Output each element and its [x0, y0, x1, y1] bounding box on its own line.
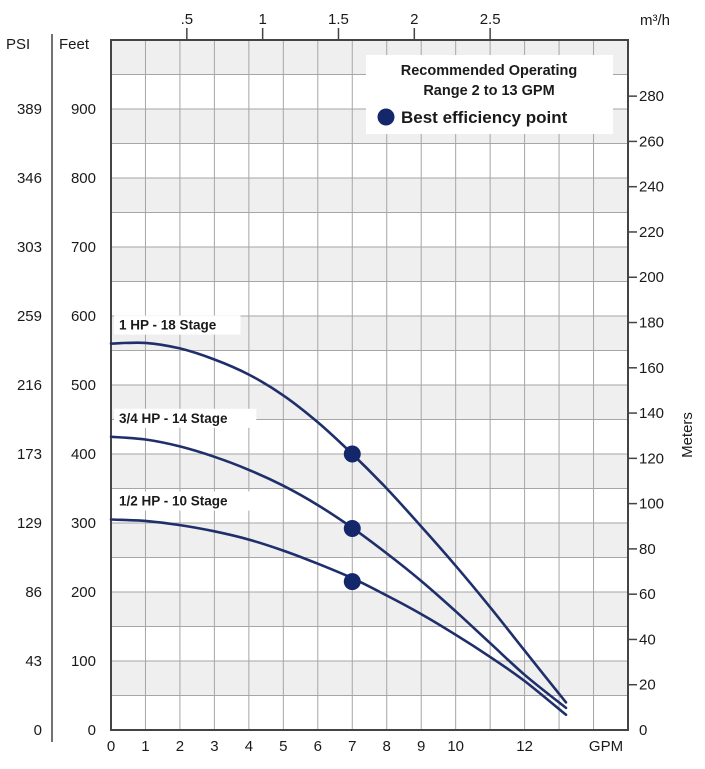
legend-line-2: Range 2 to 13 GPM	[423, 83, 554, 99]
x-tick-label: 0	[107, 738, 115, 755]
psi-tick-label: 389	[17, 101, 42, 118]
x-tick-label: 1	[141, 738, 149, 755]
bep-point-3	[343, 573, 361, 591]
meters-tick-label: 80	[639, 541, 656, 558]
meters-tick-label: 280	[639, 88, 664, 105]
meters-tick-label: 60	[639, 586, 656, 603]
meters-tick-label: 160	[639, 360, 664, 377]
x-tick-label: 10	[447, 738, 464, 755]
feet-tick-label: 300	[71, 515, 96, 532]
x-axis-label: GPM	[589, 738, 623, 755]
x-tick-label: 8	[383, 738, 391, 755]
curve-label-1: 1 HP - 18 Stage	[119, 318, 217, 333]
axis-ticks: 0 1 2 3 4 5 6 7 8 9 10 1201002003004005006007008009…	[17, 11, 664, 755]
psi-tick-label: 43	[25, 653, 42, 670]
top-tick-label: 1.5	[328, 11, 349, 28]
x-tick-label: 2	[176, 738, 184, 755]
psi-tick-label: 303	[17, 239, 42, 256]
bep-point-2	[343, 520, 361, 538]
pump-curves	[109, 341, 568, 717]
feet-axis-label: Feet	[59, 36, 90, 53]
grid-band	[111, 661, 628, 696]
meters-tick-label: 20	[639, 677, 656, 694]
psi-axis-label: PSI	[6, 36, 30, 53]
psi-tick-label: 216	[17, 377, 42, 394]
curve-label-bg	[114, 491, 257, 511]
top-tick-label: 2	[410, 11, 418, 28]
meters-tick-label: 140	[639, 405, 664, 422]
feet-tick-label: 700	[71, 239, 96, 256]
x-tick-label: 6	[314, 738, 322, 755]
x-tick-label: 4	[245, 738, 253, 755]
top-tick-label: .5	[181, 11, 194, 28]
psi-tick-label: 259	[17, 308, 42, 325]
x-tick-label: 3	[210, 738, 218, 755]
feet-tick-label: 800	[71, 170, 96, 187]
plot-frame	[51, 34, 629, 742]
feet-tick-label: 600	[71, 308, 96, 325]
curve-label-bg	[114, 315, 241, 335]
legend-point-label: Best efficiency point	[401, 108, 568, 127]
psi-tick-label: 0	[34, 722, 42, 739]
grid-band	[111, 247, 628, 282]
psi-tick-label: 173	[17, 446, 42, 463]
meters-tick-label: 260	[639, 133, 664, 150]
x-tick-label: 12	[516, 738, 533, 755]
legend-box: Recommended Operating Range 2 to 13 GPM …	[366, 55, 613, 134]
grid-lines	[110, 39, 629, 731]
grid-bands	[111, 40, 628, 696]
top-tick-label: 2.5	[480, 11, 501, 28]
x-tick-label: 7	[348, 738, 356, 755]
meters-tick-label: 240	[639, 179, 664, 196]
curve-label-2: 3/4 HP - 14 Stage	[119, 411, 228, 426]
curve-label-bg	[114, 408, 257, 428]
meters-tick-label: 200	[639, 269, 664, 286]
plot-border	[110, 39, 629, 731]
psi-tick-label: 129	[17, 515, 42, 532]
meters-tick-label: 40	[639, 631, 656, 648]
psi-tick-label: 346	[17, 170, 42, 187]
feet-tick-label: 400	[71, 446, 96, 463]
x-tick-label: 9	[417, 738, 425, 755]
curve-labels: 1 HP - 18 Stage 3/4 HP - 14 Stage 1/2 HP -…	[114, 315, 257, 511]
top-tick-label: 1	[258, 11, 266, 28]
meters-tick-label: 100	[639, 496, 664, 513]
feet-tick-label: 100	[71, 653, 96, 670]
pump-curve-3	[109, 518, 568, 717]
meters-tick-label: 0	[639, 722, 647, 739]
meters-axis-label: Meters	[679, 412, 696, 458]
curve-label-3: 1/2 HP - 10 Stage	[119, 494, 228, 509]
pump-curve-1	[109, 341, 568, 704]
feet-tick-label: 200	[71, 584, 96, 601]
grid-band	[111, 592, 628, 627]
pump-curve-2	[109, 435, 568, 710]
feet-tick-label: 500	[71, 377, 96, 394]
bep-point-1	[343, 445, 361, 463]
meters-tick-label: 220	[639, 224, 664, 241]
legend-line-1: Recommended Operating	[401, 63, 577, 79]
legend-point-marker	[377, 108, 395, 126]
grid-band	[111, 178, 628, 213]
psi-tick-label: 86	[25, 584, 42, 601]
x-tick-label: 5	[279, 738, 287, 755]
best-efficiency-points	[343, 445, 361, 591]
meters-tick-label: 120	[639, 450, 664, 467]
meters-tick-label: 180	[639, 315, 664, 332]
feet-tick-label: 900	[71, 101, 96, 118]
top-axis-unit: m³/h	[640, 12, 670, 29]
feet-tick-label: 0	[88, 722, 96, 739]
